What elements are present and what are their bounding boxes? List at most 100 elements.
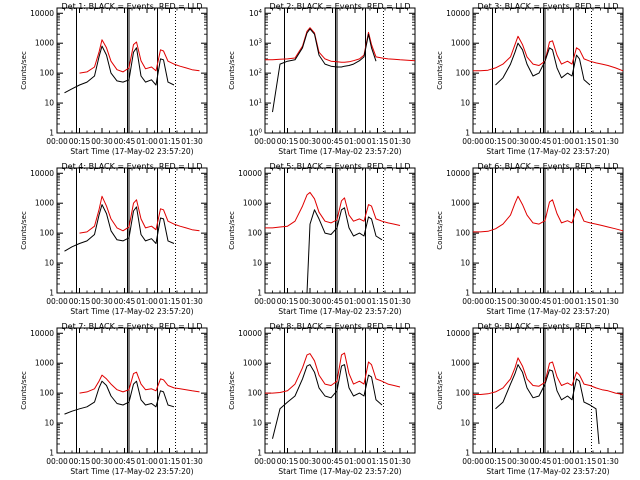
x-tick-label: 00:15 — [485, 137, 507, 146]
y-tick-label: 101 — [249, 99, 262, 108]
x-tick-label: 01:30 — [389, 457, 411, 466]
x-tick-label: 01:00 — [344, 137, 366, 146]
y-tick-label: 1000 — [451, 39, 470, 48]
plot-frame — [472, 167, 624, 294]
panel-title: Det 6: BLACK = Events, RED = LLD — [478, 162, 619, 171]
y-tick-label: 1000 — [35, 199, 54, 208]
x-tick-label: 01:30 — [181, 137, 203, 146]
y-tick-label: 100 — [456, 229, 471, 238]
chart-panel-7: Det 7: BLACK = Events, RED = LLD Counts/s… — [20, 322, 208, 476]
x-tick-label: 00:00 — [462, 137, 484, 146]
y-tick-label: 1000 — [451, 199, 470, 208]
events-series-line — [64, 204, 175, 252]
lld-series-line — [265, 352, 401, 394]
x-tick-label: 00:00 — [46, 457, 68, 466]
x-tick-label: 01:15 — [575, 457, 597, 466]
panel-title: Det 7: BLACK = Events, RED = LLD — [62, 322, 203, 331]
x-tick-label: 00:45 — [114, 457, 136, 466]
chart-panel-6: Det 6: BLACK = Events, RED = LLD Counts/s… — [436, 162, 624, 316]
x-axis-label: Start Time (17-May-02 23:57:20) — [278, 467, 401, 476]
y-tick-label: 103 — [249, 39, 263, 48]
x-tick-label: 01:15 — [367, 457, 389, 466]
x-tick-label: 00:30 — [299, 137, 321, 146]
y-tick-label: 10 — [460, 419, 470, 428]
y-tick-label: 10 — [252, 259, 262, 268]
y-tick-label: 100 — [248, 229, 263, 238]
lld-series-line — [79, 371, 200, 394]
y-axis-label: Counts/sec — [228, 371, 236, 410]
x-axis-label: Start Time (17-May-02 23:57:20) — [70, 307, 193, 316]
panel-title: Det 8: BLACK = Events, RED = LLD — [270, 322, 411, 331]
y-tick-label: 100 — [456, 389, 471, 398]
x-axis-label: Start Time (17-May-02 23:57:20) — [70, 147, 193, 156]
y-tick-label: 10000 — [30, 9, 54, 18]
x-tick-label: 01:00 — [136, 457, 158, 466]
x-tick-label: 00:30 — [507, 457, 529, 466]
chart-panel-4: Det 4: BLACK = Events, RED = LLD Counts/s… — [20, 162, 208, 316]
x-axis-label: Start Time (17-May-02 23:57:20) — [278, 147, 401, 156]
x-tick-label: 00:30 — [91, 137, 113, 146]
panel-title: Det 1: BLACK = Events, RED = LLD — [62, 2, 203, 11]
x-tick-label: 01:30 — [597, 457, 619, 466]
x-tick-label: 00:45 — [114, 297, 136, 306]
y-tick-label: 104 — [249, 9, 263, 18]
y-tick-label: 1 — [49, 289, 54, 298]
y-tick-label: 10000 — [446, 329, 470, 338]
x-tick-label: 01:15 — [575, 297, 597, 306]
lld-series-line — [265, 191, 401, 229]
plot-frame — [56, 167, 208, 294]
lld-series-line — [265, 27, 416, 63]
y-tick-label: 1000 — [243, 359, 262, 368]
panel-title: Det 2: BLACK = Events, RED = LLD — [270, 2, 411, 11]
x-tick-label: 00:30 — [91, 297, 113, 306]
plot-frame — [264, 167, 416, 294]
x-tick-label: 00:45 — [322, 137, 344, 146]
y-tick-label: 1 — [49, 129, 54, 138]
y-tick-label: 100 — [456, 69, 471, 78]
y-tick-label: 10 — [44, 259, 54, 268]
x-tick-label: 00:15 — [69, 137, 91, 146]
events-series-line — [272, 364, 383, 439]
x-tick-label: 00:00 — [254, 297, 276, 306]
plot-frame — [264, 7, 416, 134]
x-axis-label: Start Time (17-May-02 23:57:20) — [70, 467, 193, 476]
lld-series-line — [473, 357, 624, 395]
x-axis-label: Start Time (17-May-02 23:57:20) — [486, 307, 609, 316]
x-axis-label: Start Time (17-May-02 23:57:20) — [486, 147, 609, 156]
x-tick-label: 00:15 — [485, 457, 507, 466]
events-series-line — [495, 42, 591, 86]
chart-panel-3: Det 3: BLACK = Events, RED = LLD Counts/s… — [436, 2, 624, 156]
events-series-line — [64, 380, 175, 415]
x-axis-label: Start Time (17-May-02 23:57:20) — [486, 467, 609, 476]
x-tick-label: 00:45 — [114, 137, 136, 146]
x-tick-label: 00:30 — [299, 297, 321, 306]
x-tick-label: 00:45 — [530, 297, 552, 306]
y-tick-label: 100 — [40, 69, 55, 78]
x-tick-label: 00:15 — [69, 457, 91, 466]
y-tick-label: 1000 — [35, 359, 54, 368]
y-tick-label: 10000 — [446, 9, 470, 18]
x-tick-label: 01:30 — [389, 137, 411, 146]
plot-frame — [472, 7, 624, 134]
x-tick-label: 01:15 — [575, 137, 597, 146]
y-tick-label: 10000 — [238, 329, 262, 338]
x-tick-label: 01:15 — [159, 137, 181, 146]
events-series-line — [495, 364, 600, 445]
x-tick-label: 00:15 — [69, 297, 91, 306]
y-tick-label: 10 — [460, 99, 470, 108]
x-tick-label: 00:45 — [530, 457, 552, 466]
x-tick-label: 01:00 — [136, 137, 158, 146]
x-tick-label: 00:30 — [91, 457, 113, 466]
x-tick-label: 00:00 — [462, 297, 484, 306]
x-tick-label: 00:00 — [46, 137, 68, 146]
x-tick-label: 01:15 — [367, 297, 389, 306]
x-tick-label: 00:30 — [507, 137, 529, 146]
x-tick-label: 01:30 — [181, 457, 203, 466]
y-tick-label: 1000 — [243, 199, 262, 208]
y-tick-label: 10 — [460, 259, 470, 268]
x-tick-label: 01:30 — [597, 297, 619, 306]
x-tick-label: 00:15 — [277, 297, 299, 306]
y-tick-label: 1 — [465, 129, 470, 138]
panel-title: Det 5: BLACK = Events, RED = LLD — [270, 162, 411, 171]
x-tick-label: 01:15 — [159, 457, 181, 466]
